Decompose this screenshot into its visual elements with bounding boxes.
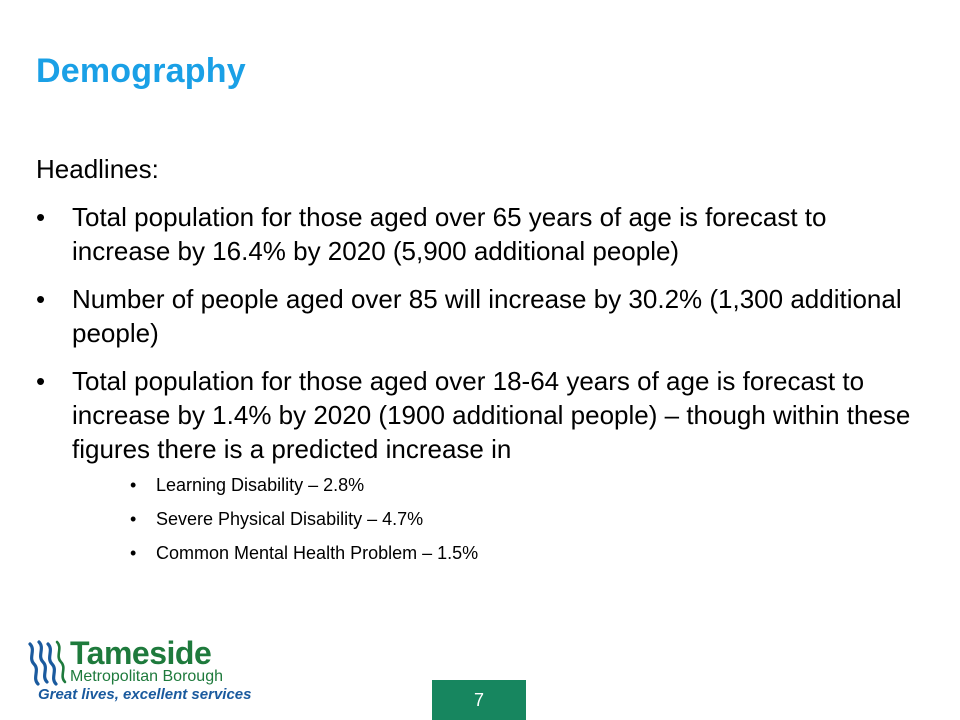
bullet-item-with-subitems: Total population for those aged over 18-… bbox=[36, 364, 926, 564]
logo-name: Tameside bbox=[70, 635, 212, 671]
bullet-item-text: Total population for those aged over 18-… bbox=[72, 366, 911, 464]
bullet-item: Total population for those aged over 65 … bbox=[36, 200, 926, 268]
sub-bullet-list: Learning Disability – 2.8% Severe Physic… bbox=[72, 474, 926, 564]
logo-subtitle: Metropolitan Borough bbox=[70, 668, 223, 685]
bullet-item: Number of people aged over 85 will incre… bbox=[36, 282, 926, 350]
sub-bullet-item: Learning Disability – 2.8% bbox=[130, 474, 926, 496]
logo-tagline: Great lives, excellent services bbox=[38, 686, 252, 703]
tameside-waves-icon bbox=[26, 638, 68, 691]
page-number: 7 bbox=[432, 680, 526, 720]
headline-label: Headlines: bbox=[36, 154, 159, 184]
bullet-list: Total population for those aged over 65 … bbox=[36, 200, 926, 564]
sub-bullet-item: Common Mental Health Problem – 1.5% bbox=[130, 542, 926, 564]
slide-content: Headlines: Total population for those ag… bbox=[36, 152, 926, 578]
slide-title: Demography bbox=[36, 52, 246, 90]
tameside-logo: Tameside Metropolitan Borough Great live… bbox=[22, 635, 251, 708]
sub-bullet-item: Severe Physical Disability – 4.7% bbox=[130, 508, 926, 530]
